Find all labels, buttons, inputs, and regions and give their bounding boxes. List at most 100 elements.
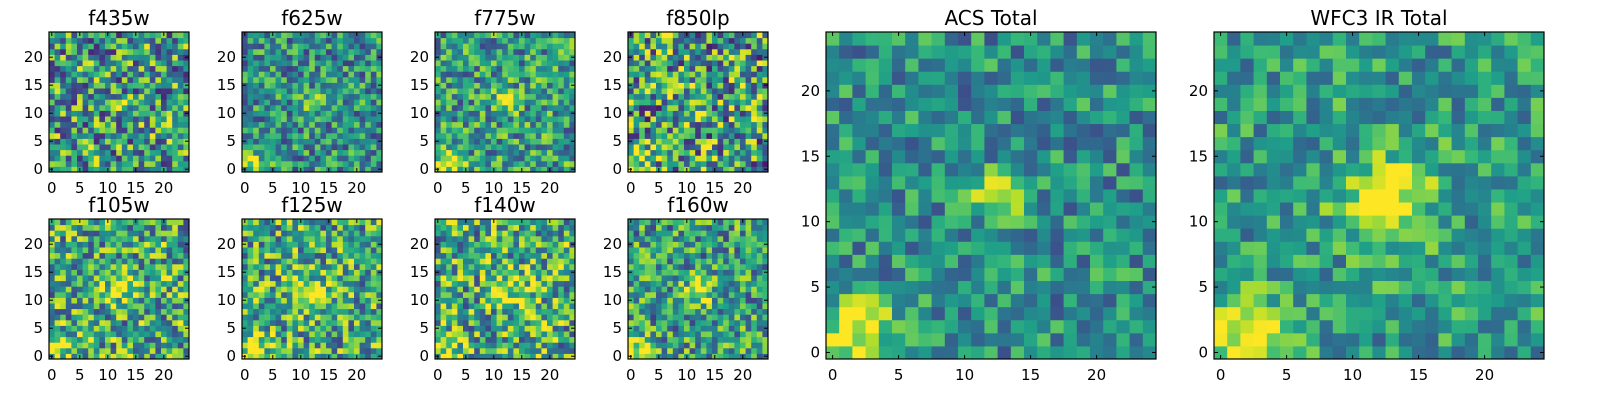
heatmap-cell [270,291,277,298]
heatmap-cell [253,252,260,259]
heatmap-cell [633,65,640,72]
heatmap-cell [149,303,156,310]
heatmap-cell [49,224,56,231]
panel-title: f105w [88,193,150,217]
heatmap-cell [370,286,377,293]
heatmap-cell [292,353,299,360]
heatmap-cell [485,155,492,162]
heatmap-cell [558,224,565,231]
heatmap-cell [138,247,145,254]
heatmap-cell [712,314,719,321]
heatmap-cell [71,93,78,100]
heatmap-cell [133,224,140,231]
heatmap-cell [751,76,758,83]
heatmap-cell [320,166,327,173]
heatmap-cell [717,60,724,67]
heatmap-cell [247,48,254,55]
heatmap-cell [751,144,758,151]
heatmap-cell [678,166,685,173]
heatmap-cell [751,149,758,156]
heatmap-cell [149,325,156,332]
heatmap-cell [552,235,559,242]
heatmap-cell [547,60,554,67]
heatmap-cell [144,82,151,89]
heatmap-cell [65,82,72,89]
heatmap-cell [535,82,542,89]
heatmap-cell [678,65,685,72]
heatmap-cell [354,308,361,315]
heatmap-cell [667,325,674,332]
heatmap-cell [110,291,117,298]
heatmap-cell [457,342,464,349]
heatmap-cell [552,258,559,265]
heatmap-cell [440,160,447,167]
heatmap-cell [376,319,383,326]
heatmap-cell [54,160,61,167]
heatmap-cell [474,247,481,254]
heatmap-cell [639,132,646,139]
heatmap-cell [524,347,531,354]
heatmap-cell [451,116,458,123]
heatmap-cell [314,252,321,259]
heatmap-cell [77,160,84,167]
heatmap-cell [99,314,106,321]
heatmap-cell [706,166,713,173]
heatmap-cell [519,308,526,315]
heatmap-cell [253,291,260,298]
heatmap-cell [105,308,112,315]
heatmap-cell [745,144,752,151]
heatmap-cell [342,342,349,349]
x-tick-label: 15 [512,179,531,197]
heatmap-cell [331,347,338,354]
heatmap-cell [110,303,117,310]
heatmap-cell [633,138,640,145]
heatmap-cell [99,325,106,332]
heatmap-cell [93,32,100,39]
heatmap-cell [138,99,145,106]
heatmap-cell [723,297,730,304]
heatmap-cell [700,331,707,338]
heatmap-cell [684,280,691,287]
heatmap-cell [485,132,492,139]
heatmap-cells [628,32,769,173]
heatmap-cell [717,144,724,151]
heatmap-cell [331,160,338,167]
heatmap-cell [303,65,310,72]
heatmap-cell [656,319,663,326]
heatmap-cell [558,32,565,39]
heatmap-cell [258,241,265,248]
heatmap-cell [376,48,383,55]
heatmap-cell [292,241,299,248]
heatmap-cell [99,331,106,338]
heatmap-cell [644,342,651,349]
heatmap-cell [435,314,442,321]
heatmap-cell [88,247,95,254]
heatmap-cell [672,48,679,55]
heatmap-cell [342,269,349,276]
heatmap-cell [54,325,61,332]
heatmap-cell [105,93,112,100]
heatmap-cell [314,88,321,95]
heatmap-cell [376,308,383,315]
heatmap-cell [286,144,293,151]
heatmap-cell [485,138,492,145]
heatmap-cell [93,127,100,134]
heatmap-cell [116,110,123,117]
heatmap-cell [700,43,707,50]
heatmap-cell [558,230,565,237]
heatmap-cell [451,241,458,248]
heatmap-cell [524,331,531,338]
heatmap-cell [298,286,305,293]
heatmap-cell [365,286,372,293]
heatmap-cell [65,275,72,282]
heatmap-cell [667,297,674,304]
heatmap-cell [491,149,498,156]
heatmap-cell [242,121,249,128]
heatmap-cell [684,99,691,106]
heatmap-cell [535,48,542,55]
heatmap-cell [535,32,542,39]
heatmap-cell [264,286,271,293]
heatmap-cell [717,286,724,293]
heatmap-cell [82,166,89,173]
